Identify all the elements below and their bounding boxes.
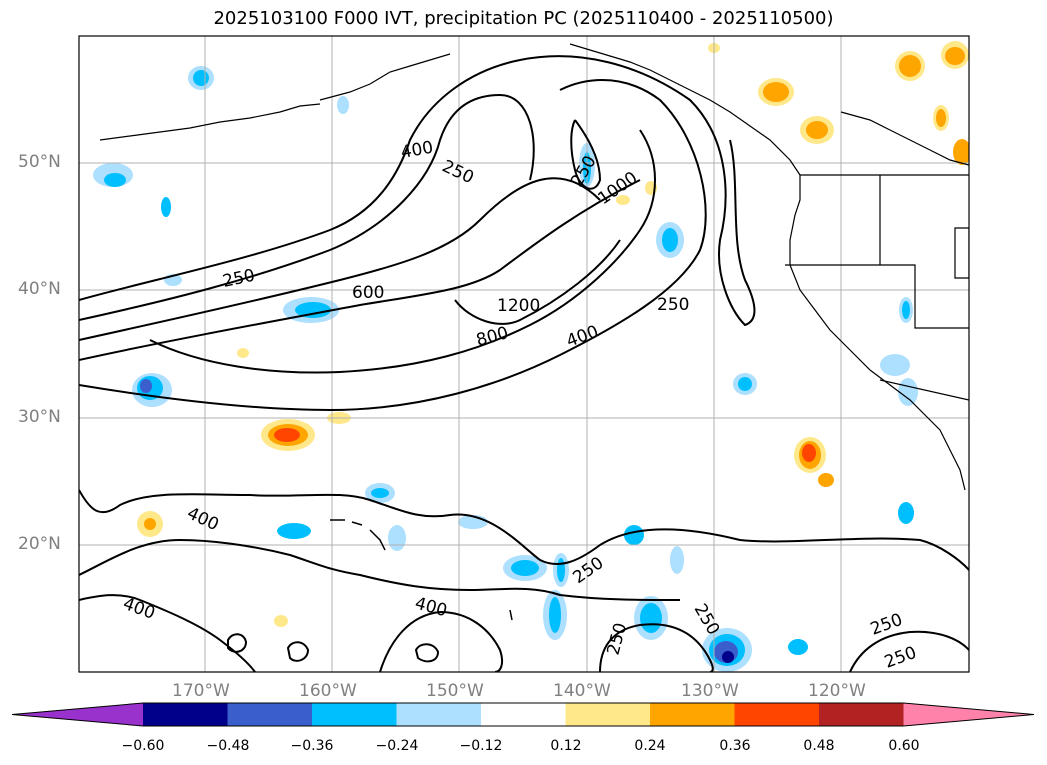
precip-patch bbox=[936, 109, 946, 127]
precip-patch bbox=[104, 173, 126, 187]
lat-label-20n: 20°N bbox=[18, 534, 61, 554]
precip-patch bbox=[144, 518, 156, 530]
colorbar bbox=[11, 702, 1035, 727]
map-title: 2025103100 F000 IVT, precipitation PC (2… bbox=[213, 8, 834, 29]
precip-patch bbox=[880, 354, 910, 376]
lon-label-150w: 150°W bbox=[426, 681, 484, 701]
lat-label-30n: 30°N bbox=[18, 407, 61, 427]
ivt-contours bbox=[79, 55, 969, 672]
precip-patch bbox=[237, 348, 249, 358]
lat-label-40n: 40°N bbox=[18, 279, 61, 299]
precip-patch bbox=[945, 47, 965, 65]
map-gridlines bbox=[79, 36, 969, 672]
precip-patch bbox=[624, 525, 644, 545]
colorbar-tick: −0.12 bbox=[459, 738, 503, 754]
precip-patch bbox=[371, 488, 389, 498]
lon-label-130w: 130°W bbox=[681, 681, 739, 701]
colorbar-tick: −0.24 bbox=[375, 738, 419, 754]
colorbar-tick: −0.36 bbox=[290, 738, 334, 754]
precip-patch bbox=[722, 651, 734, 663]
colorbar-segment bbox=[650, 703, 735, 726]
lat-label-50n: 50°N bbox=[18, 152, 61, 172]
precip-patch bbox=[670, 546, 684, 574]
colorbar-segment bbox=[312, 703, 397, 726]
colorbar-segment bbox=[565, 703, 650, 726]
colorbar-extend-min bbox=[12, 703, 143, 726]
precip-patch bbox=[898, 502, 914, 524]
precip-patch bbox=[557, 558, 565, 582]
colorbar-segment bbox=[227, 703, 312, 726]
precip-patch bbox=[193, 70, 209, 86]
precip-patch bbox=[738, 377, 752, 391]
precip-patch bbox=[337, 96, 349, 114]
precip-patch bbox=[511, 560, 539, 576]
precip-patch bbox=[549, 597, 561, 633]
precip-patch bbox=[140, 379, 152, 393]
colorbar-tick: 0.12 bbox=[550, 738, 582, 754]
lon-label-140w: 140°W bbox=[553, 681, 611, 701]
colorbar-outline bbox=[11, 702, 1035, 727]
contour-label: 1200 bbox=[497, 296, 540, 316]
contour-label: 250 bbox=[657, 295, 689, 315]
precip-patch bbox=[788, 639, 808, 655]
map-plot-area: 400 250 250 600 1200 800 400 250 1000 25… bbox=[79, 36, 969, 672]
colorbar-segment bbox=[819, 703, 904, 726]
precip-patch bbox=[899, 55, 921, 77]
lon-label-160w: 160°W bbox=[299, 681, 357, 701]
colorbar-segment bbox=[396, 703, 481, 726]
precip-patch bbox=[388, 525, 406, 551]
colorbar-tick: −0.48 bbox=[206, 738, 250, 754]
colorbar-segment bbox=[734, 703, 819, 726]
colorbar-segment bbox=[143, 703, 228, 726]
precip-patch bbox=[277, 523, 311, 539]
precip-patch bbox=[902, 301, 910, 319]
lon-label-120w: 120°W bbox=[808, 681, 866, 701]
contour-label: 600 bbox=[352, 283, 384, 303]
map-frame bbox=[78, 35, 970, 673]
precip-patch bbox=[616, 195, 630, 205]
precip-patches bbox=[93, 41, 969, 672]
colorbar-tick: 0.24 bbox=[634, 738, 666, 754]
colorbar-tick: −0.60 bbox=[121, 738, 165, 754]
colorbar-tick: 0.60 bbox=[888, 738, 920, 754]
precip-patch bbox=[274, 428, 300, 442]
precip-patch bbox=[274, 615, 288, 627]
precip-patch bbox=[295, 302, 331, 318]
precip-patch bbox=[818, 473, 834, 487]
precip-patch bbox=[806, 121, 828, 139]
colorbar-tick: 0.48 bbox=[803, 738, 835, 754]
precip-patch bbox=[953, 139, 969, 165]
precip-patch bbox=[161, 197, 171, 217]
colorbar-extend-max bbox=[903, 703, 1034, 726]
colorbar-tick: 0.36 bbox=[719, 738, 751, 754]
coastlines bbox=[99, 43, 969, 491]
precip-patch bbox=[898, 378, 918, 406]
precip-patch bbox=[802, 444, 816, 462]
islands bbox=[330, 519, 513, 621]
colorbar-segment bbox=[481, 703, 566, 726]
lon-label-170w: 170°W bbox=[172, 681, 230, 701]
precip-patch bbox=[662, 228, 678, 252]
precip-patch bbox=[640, 603, 662, 633]
precip-patch bbox=[763, 82, 789, 102]
